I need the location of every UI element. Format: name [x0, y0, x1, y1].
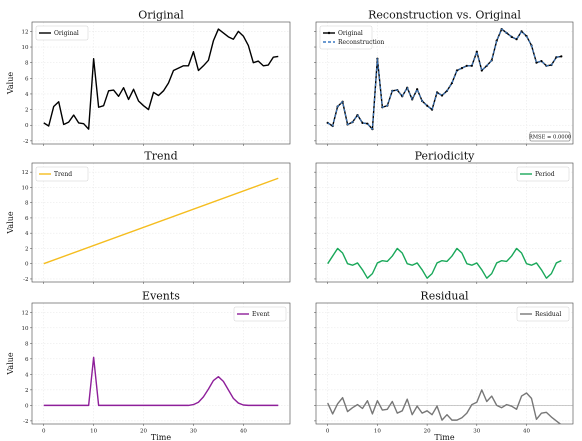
y-tick-label: 12 [22, 170, 29, 176]
legend: Residual [516, 306, 570, 322]
legend-label: Trend [54, 171, 72, 178]
x-tick-label: 20 [140, 429, 147, 435]
legend: Period [516, 166, 570, 182]
annotation-box [529, 131, 571, 142]
data-point [460, 67, 463, 70]
data-point [470, 64, 473, 67]
x-tick-label: 10 [90, 429, 97, 435]
legend-box [516, 306, 570, 322]
y-tick-label: 6 [25, 357, 29, 363]
data-point [515, 38, 518, 41]
y-axis-label: Value [6, 72, 15, 96]
legend-box [35, 25, 89, 41]
plot-frame [315, 21, 574, 145]
legend-box [319, 25, 373, 50]
x-tick-label: 40 [240, 429, 247, 435]
y-tick-label: 8 [25, 341, 29, 347]
x-axis-label: Time [434, 433, 454, 441]
legend-label: Original [54, 30, 79, 37]
legend: Event [233, 306, 287, 322]
y-tick-label: 8 [25, 61, 29, 67]
panel-events: -2 0 2 4 6 8 10 12 0 10 20 30 40 Events Value Time Event [6, 290, 291, 441]
panel-title: Residual [420, 290, 469, 303]
panel-title: Events [142, 290, 180, 303]
annotation-text: RMSE = 0.0000 [529, 134, 571, 140]
panel-residual: 0 10 20 30 40 Residual Time Residual [314, 290, 574, 441]
legend-label: Reconstruction [338, 39, 384, 46]
y-tick-label: -2 [23, 277, 28, 283]
x-tick-label: 10 [374, 429, 381, 435]
legend-label: Event [252, 311, 270, 318]
y-tick-label: 12 [22, 310, 29, 316]
legend: Original Reconstruction [319, 25, 384, 50]
y-tick-label: 10 [22, 45, 29, 51]
series-line-reconstruction [327, 28, 562, 130]
panel-periodicity: Periodicity Period [314, 150, 574, 284]
y-tick-label: 6 [25, 76, 29, 82]
legend-label: Residual [535, 311, 561, 318]
x-axis-label: Time [151, 433, 171, 441]
legend: Trend [35, 166, 89, 182]
y-tick-label: 8 [25, 201, 29, 207]
plot-frame [31, 21, 291, 145]
legend-box [516, 166, 570, 182]
legend-marker [327, 31, 331, 35]
panel-title: Periodicity [415, 150, 475, 163]
series-line-event [43, 356, 279, 407]
series-line-period [327, 247, 562, 279]
y-tick-label: -2 [23, 139, 28, 145]
y-tick-label: 2 [25, 108, 29, 114]
legend-label: Original [338, 30, 363, 37]
data-point [416, 88, 419, 91]
plot-frame [315, 162, 574, 283]
x-tick-label: 30 [190, 429, 197, 435]
x-tick-label: 30 [473, 429, 480, 435]
y-axis-label: Value [6, 352, 15, 376]
data-point [465, 64, 468, 67]
panel-reconstruction: Reconstruction vs. Original Original Recon… [314, 9, 574, 146]
plot-frame [31, 302, 291, 425]
series-line-trend [43, 177, 279, 265]
y-tick-label: 4 [25, 372, 29, 378]
y-tick-label: 0 [25, 403, 29, 409]
y-tick-label: 4 [25, 231, 29, 237]
x-tick-label: 0 [326, 429, 330, 435]
y-tick-label: 0 [25, 262, 29, 268]
plot-frame [315, 302, 574, 425]
data-point [540, 60, 543, 63]
y-tick-label: 4 [25, 92, 29, 98]
x-tick-label: 20 [424, 429, 431, 435]
series-line-residual [327, 389, 562, 424]
y-tick-label: 12 [22, 29, 29, 35]
panel-title: Trend [144, 150, 177, 163]
legend-label: Period [535, 171, 555, 178]
y-tick-label: 10 [22, 326, 29, 332]
y-tick-label: 0 [25, 123, 29, 129]
data-point [560, 55, 563, 58]
panel-trend: -2 0 2 4 6 8 10 12 Trend Value Trend [6, 150, 291, 284]
legend-box [35, 166, 89, 182]
y-tick-label: -2 [23, 419, 28, 425]
plot-frame [31, 162, 291, 283]
panel-title: Reconstruction vs. Original [368, 9, 521, 22]
panel-title: Original [138, 9, 184, 22]
x-tick-label: 40 [523, 429, 530, 435]
panel-original: -2 0 2 4 6 8 10 12 Original Value Original [6, 9, 291, 146]
series-line-original [43, 28, 279, 130]
data-point [440, 94, 444, 97]
y-tick-label: 6 [25, 216, 29, 222]
x-tick-label: 0 [42, 429, 46, 435]
y-axis-label: Value [6, 211, 15, 235]
legend: Original [35, 25, 89, 41]
y-tick-label: 2 [25, 246, 29, 252]
y-tick-label: 2 [25, 388, 29, 394]
data-point [475, 50, 478, 53]
y-tick-label: 10 [22, 185, 29, 191]
legend-box [233, 306, 287, 322]
